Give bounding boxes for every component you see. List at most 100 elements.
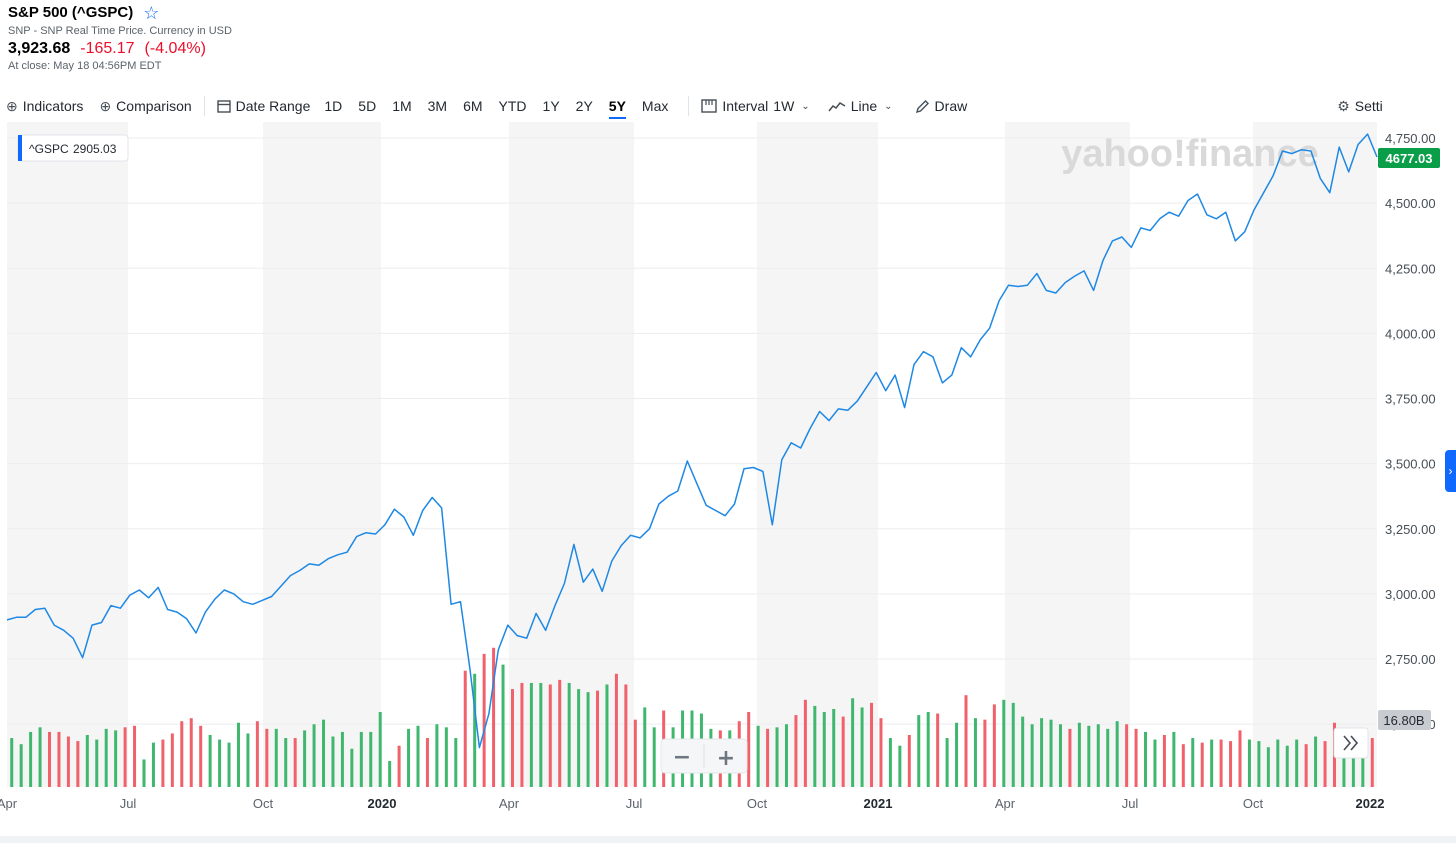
y-tick-label: 3,250.00 xyxy=(1385,522,1436,537)
volume-bar xyxy=(1096,724,1100,787)
chart-toolbar: ⊕ Indicators ⊕ Comparison Date Range 1D … xyxy=(6,94,1383,119)
interval-dropdown[interactable]: Interval 1W ⌄ xyxy=(701,98,810,114)
volume-bar xyxy=(454,738,458,787)
settings-button[interactable]: ⚙ Setti xyxy=(1337,98,1383,115)
volume-bar xyxy=(1257,741,1261,787)
indicators-button[interactable]: ⊕ Indicators xyxy=(6,98,83,115)
date-range-button[interactable]: Date Range xyxy=(216,98,311,114)
y-tick-label: 4,750.00 xyxy=(1385,131,1436,146)
volume-bar xyxy=(756,725,760,787)
x-axis: Apr Jul Oct 2020 Apr Jul Oct 2021 Apr Jul Oct 2022 xyxy=(0,796,1384,811)
volume-bar xyxy=(1266,747,1270,787)
volume-bar xyxy=(1285,745,1289,787)
volume-bar xyxy=(1191,738,1195,787)
volume-bar xyxy=(293,738,297,787)
volume-bar xyxy=(1370,738,1374,787)
volume-bar xyxy=(567,682,571,787)
volume-bar xyxy=(624,684,628,787)
volume-bar xyxy=(747,712,751,787)
volume-bar xyxy=(879,718,883,787)
volume-bar xyxy=(841,716,845,787)
last-price-tag: 4677.03 xyxy=(1378,148,1440,168)
volume-bar xyxy=(832,708,836,787)
volume-bar xyxy=(605,684,609,787)
volume-bar xyxy=(416,725,420,787)
price-change-percent: (-4.04%) xyxy=(144,40,206,57)
zoom-controls[interactable]: − + xyxy=(660,738,748,774)
zoom-out-button[interactable]: − xyxy=(673,745,691,770)
range-1m[interactable]: 1M xyxy=(392,98,412,114)
date-range-label: Date Range xyxy=(235,98,311,114)
y-tick-label: 4,000.00 xyxy=(1385,326,1436,341)
volume-bar xyxy=(123,727,127,787)
volume-bar xyxy=(246,733,250,787)
volume-bar xyxy=(784,724,788,787)
volume-bar xyxy=(973,718,977,787)
current-price: 3,923.68 xyxy=(8,40,71,57)
volume-bar xyxy=(397,745,401,787)
volume-bar xyxy=(1058,724,1062,787)
volume-bar xyxy=(1323,741,1327,787)
volume-bar xyxy=(38,727,42,787)
range-1y[interactable]: 1Y xyxy=(542,98,560,114)
band xyxy=(7,122,128,787)
range-ytd[interactable]: YTD xyxy=(498,98,527,114)
band xyxy=(509,122,634,787)
volume-bar xyxy=(114,730,118,787)
draw-button[interactable]: Draw xyxy=(915,98,967,114)
volume-bar xyxy=(633,719,637,787)
volume-bar xyxy=(170,733,174,787)
y-tick-label: 4,250.00 xyxy=(1385,261,1436,276)
chevron-down-icon: ⌄ xyxy=(884,100,893,112)
x-tick-label: 2022 xyxy=(1356,796,1385,811)
y-axis: 4,750.00 4,500.00 4,250.00 4,000.00 3,750.00… xyxy=(1385,131,1436,732)
page-title: S&P 500 (^GSPC) xyxy=(8,4,134,21)
double-chevron-right-icon xyxy=(1343,735,1352,751)
volume-bar xyxy=(1106,728,1110,787)
background-bands xyxy=(7,122,1377,787)
range-2y[interactable]: 2Y xyxy=(575,98,593,114)
volume-bar xyxy=(350,748,354,787)
volume-bar xyxy=(1276,739,1280,787)
volume-bar xyxy=(1229,741,1233,787)
volume-bar xyxy=(425,738,429,787)
x-tick-label: 2021 xyxy=(864,796,893,811)
volume-bar xyxy=(529,682,533,787)
volume-bar xyxy=(331,736,335,787)
plus-circle-icon: ⊕ xyxy=(6,97,18,114)
volume-bar xyxy=(1295,739,1299,787)
range-5y[interactable]: 5Y xyxy=(601,98,634,119)
volume-bar xyxy=(1172,731,1176,787)
range-5d[interactable]: 5D xyxy=(358,98,377,114)
volume-bar xyxy=(1144,731,1148,787)
scroll-forward-button[interactable] xyxy=(1333,727,1369,759)
volume-bar xyxy=(983,719,987,787)
volume-bar xyxy=(520,682,524,787)
volume-bar xyxy=(1077,722,1081,787)
range-3m[interactable]: 3M xyxy=(427,98,448,114)
quote-header: S&P 500 (^GSPC) ☆ SNP - SNP Real Time Pr… xyxy=(8,2,232,73)
volume-bar xyxy=(860,707,864,787)
zoom-in-button[interactable]: + xyxy=(717,746,735,771)
range-max[interactable]: Max xyxy=(641,98,669,114)
volume-bar xyxy=(614,673,618,787)
volume-bar xyxy=(1238,730,1242,787)
bottom-strip xyxy=(0,836,1456,843)
interval-value: 1W xyxy=(773,98,795,114)
side-panel-toggle[interactable]: › xyxy=(1445,450,1456,492)
volume-bar xyxy=(822,712,826,787)
price-chart[interactable]: yahoo!finance 4,750.004,500.004,250.004,… xyxy=(0,122,1456,835)
range-1d[interactable]: 1D xyxy=(324,98,343,114)
volume-bar xyxy=(227,742,231,787)
volume-bar xyxy=(284,738,288,787)
volume-bar xyxy=(1162,734,1166,787)
chart-type-dropdown[interactable]: Line ⌄ xyxy=(828,98,893,114)
volume-bar xyxy=(955,722,959,787)
range-6m[interactable]: 6M xyxy=(463,98,483,114)
volume-bar xyxy=(255,721,259,787)
star-icon[interactable]: ☆ xyxy=(143,2,160,23)
chart-type-label: Line xyxy=(850,98,878,114)
volume-bar xyxy=(1314,736,1318,787)
volume-bar xyxy=(133,725,137,787)
comparison-button[interactable]: ⊕ Comparison xyxy=(99,98,191,115)
